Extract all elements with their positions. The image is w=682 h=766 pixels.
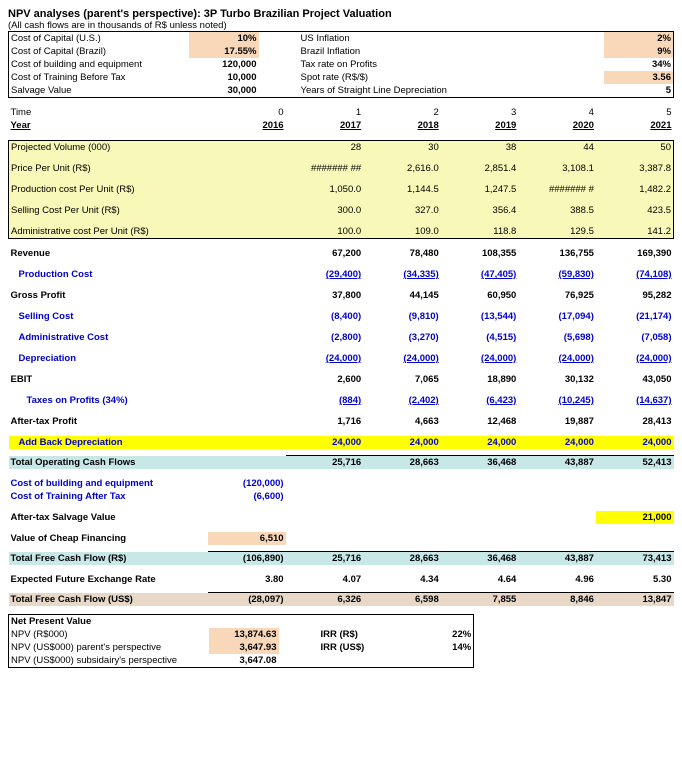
- assump-right-label: Tax rate on Profits: [299, 58, 604, 71]
- assump-left-label: Cost of Capital (U.S.): [9, 32, 189, 46]
- title: NPV analyses (parent's perspective): 3P …: [8, 8, 674, 20]
- assump-right-label: Spot rate (R$/$): [299, 71, 604, 84]
- assump-left-val: 17.55%: [189, 45, 259, 58]
- assump-right-label: US Inflation: [299, 32, 604, 46]
- assump-right-val: 9%: [604, 45, 674, 58]
- main-table: Time012345Year201620172018201920202021Pr…: [8, 106, 674, 606]
- assump-right-label: Years of Straight Line Depreciation: [299, 84, 604, 98]
- assumptions-table: Cost of Capital (U.S.) 10% US Inflation …: [8, 31, 674, 98]
- assump-left-label: Cost of Capital (Brazil): [9, 45, 189, 58]
- npv-box: Net Present ValueNPV (R$000) 13,874.63 I…: [8, 614, 474, 668]
- subtitle: (All cash flows are in thousands of R$ u…: [8, 20, 674, 31]
- assump-left-val: 30,000: [189, 84, 259, 98]
- assump-right-val: 2%: [604, 32, 674, 46]
- assump-left-val: 10%: [189, 32, 259, 46]
- assump-right-val: 5: [604, 84, 674, 98]
- assump-left-label: Cost of building and equipment: [9, 58, 189, 71]
- assump-right-val: 3.56: [604, 71, 674, 84]
- assump-left-val: 120,000: [189, 58, 259, 71]
- assump-right-val: 34%: [604, 58, 674, 71]
- assump-right-label: Brazil Inflation: [299, 45, 604, 58]
- assump-left-label: Salvage Value: [9, 84, 189, 98]
- assump-left-label: Cost of Training Before Tax: [9, 71, 189, 84]
- assump-left-val: 10,000: [189, 71, 259, 84]
